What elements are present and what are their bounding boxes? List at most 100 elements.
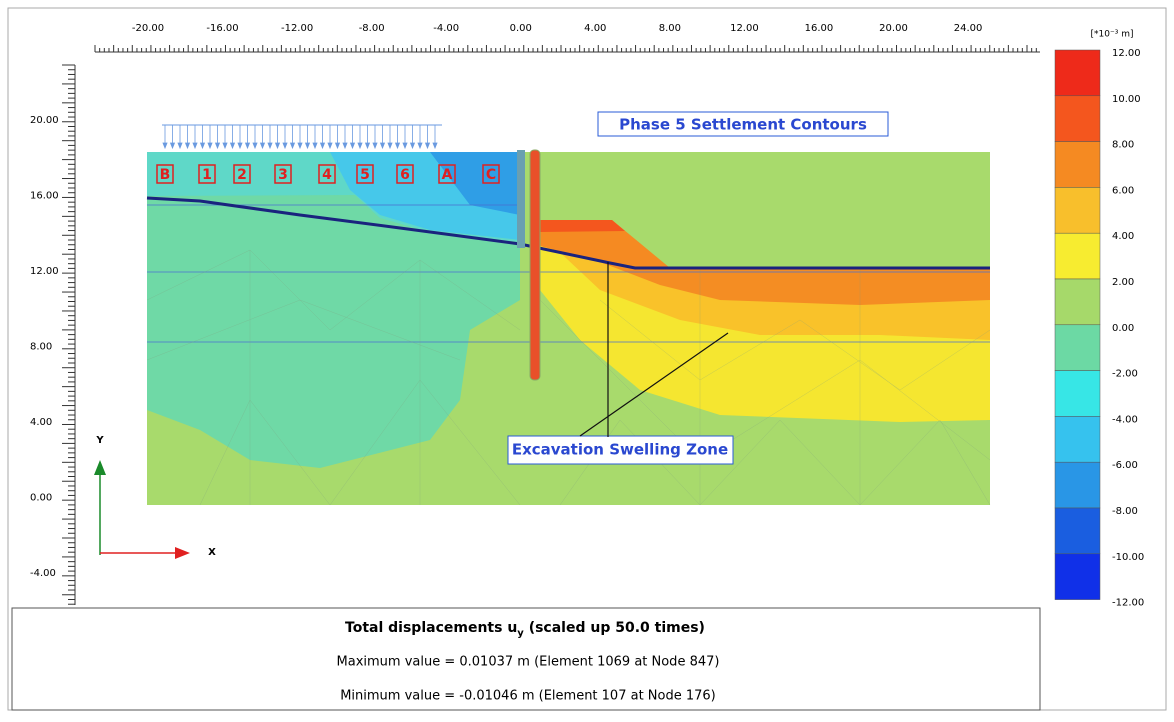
- load-head: [169, 142, 176, 150]
- point-box: [198, 164, 216, 184]
- footer-title-sub: y: [517, 628, 524, 639]
- point-box: [438, 164, 456, 184]
- x-axis-name: X: [208, 547, 216, 558]
- load-head: [334, 142, 341, 150]
- load-head: [184, 142, 191, 150]
- load-head: [252, 142, 258, 150]
- point-label: 3: [278, 167, 288, 183]
- point-box: [233, 164, 251, 184]
- legend-band: [1054, 507, 1101, 555]
- load-head: [432, 142, 438, 150]
- x-tick-label: 0.00: [510, 23, 532, 34]
- legend-unit: [*10⁻³ m]: [1091, 30, 1134, 40]
- load-head: [387, 142, 393, 150]
- y-tick-label: 8.00: [30, 342, 52, 353]
- footer-title-main: Total displacements u: [345, 620, 517, 636]
- footer-title-suffix: (scaled up 50.0 times): [524, 620, 705, 636]
- legend-band: [1054, 187, 1101, 234]
- legend-band: [1054, 278, 1101, 326]
- load-head: [192, 142, 198, 150]
- y-tick-label: 4.00: [30, 417, 52, 428]
- legend-band: [1054, 416, 1101, 463]
- load-head: [237, 142, 243, 150]
- point-label: A: [442, 167, 453, 183]
- point-box: [482, 164, 500, 184]
- y-tick-label: 20.00: [30, 115, 59, 126]
- point-label: 1: [202, 167, 212, 183]
- load-head: [349, 142, 356, 150]
- legend-level: 2.00: [1112, 277, 1134, 288]
- load-head: [402, 142, 408, 150]
- y-tick-label: 16.00: [30, 191, 59, 202]
- legend-level: -10.00: [1112, 552, 1144, 563]
- point-box: [356, 164, 374, 184]
- y-tick-label: 0.00: [30, 493, 52, 504]
- footer-max: Maximum value = 0.01037 m (Element 1069 …: [337, 655, 720, 670]
- x-tick-label: -8.00: [359, 23, 385, 34]
- annotation-zone: Excavation Swelling Zone: [512, 441, 728, 459]
- point-label: 5: [360, 167, 370, 183]
- annotation-title: Phase 5 Settlement Contours: [619, 116, 867, 134]
- x-tick-label: 20.00: [879, 23, 908, 34]
- load-head: [199, 142, 206, 150]
- legend-band: [1054, 49, 1101, 97]
- model: [146, 111, 991, 506]
- legend-level: 8.00: [1112, 140, 1134, 151]
- legend-band: [1054, 232, 1101, 280]
- load-head: [207, 142, 213, 150]
- x-tick-label: 24.00: [954, 23, 983, 34]
- load-head: [267, 142, 273, 150]
- x-tick-label: 8.00: [659, 23, 681, 34]
- x-tick-label: -4.00: [433, 23, 459, 34]
- point-label: 4: [322, 167, 332, 183]
- point-box: [156, 164, 174, 184]
- legend-level: -8.00: [1112, 506, 1138, 517]
- legend-band: [1054, 141, 1101, 188]
- legend-level: -12.00: [1112, 598, 1144, 609]
- load-head: [229, 142, 236, 150]
- x-tick-label: -20.00: [132, 23, 164, 34]
- footer-box: [11, 607, 1041, 711]
- legend-level: 0.00: [1112, 323, 1134, 334]
- legend-band: [1054, 553, 1101, 600]
- y-tick-label: -4.00: [30, 568, 56, 579]
- load-head: [259, 142, 266, 150]
- load-head: [424, 142, 431, 150]
- x-tick-label: -12.00: [281, 23, 313, 34]
- point-label: 2: [237, 167, 247, 183]
- point-box: [396, 164, 414, 184]
- load-head: [162, 142, 168, 150]
- load-head: [357, 142, 363, 150]
- legend-level: 6.00: [1112, 185, 1134, 196]
- load-head: [319, 142, 326, 150]
- load-head: [244, 142, 251, 150]
- footer-min: Minimum value = -0.01046 m (Element 107 …: [340, 689, 716, 704]
- load-head: [327, 142, 333, 150]
- load-head: [289, 142, 296, 150]
- load-head: [282, 142, 288, 150]
- load-head: [312, 142, 318, 150]
- load-head: [364, 142, 371, 150]
- point-label: C: [486, 167, 496, 183]
- load-head: [409, 142, 416, 150]
- x-tick-label: 4.00: [584, 23, 606, 34]
- load-head: [372, 142, 378, 150]
- load-head: [274, 142, 281, 150]
- load-head: [342, 142, 348, 150]
- x-tick-label: 12.00: [730, 23, 759, 34]
- x-tick-label: 16.00: [805, 23, 834, 34]
- legend-level: 4.00: [1112, 231, 1134, 242]
- legend-band: [1054, 324, 1101, 371]
- y-tick-label: 12.00: [30, 266, 59, 277]
- point-label: B: [160, 167, 171, 183]
- point-box: [318, 164, 336, 184]
- legend-level: -6.00: [1112, 460, 1138, 471]
- load-head: [379, 142, 386, 150]
- legend-level: 12.00: [1112, 48, 1141, 59]
- load-head: [304, 142, 311, 150]
- load-head: [214, 142, 221, 150]
- legend-band: [1054, 370, 1101, 417]
- load-head: [177, 142, 183, 150]
- legend-band: [1054, 461, 1101, 509]
